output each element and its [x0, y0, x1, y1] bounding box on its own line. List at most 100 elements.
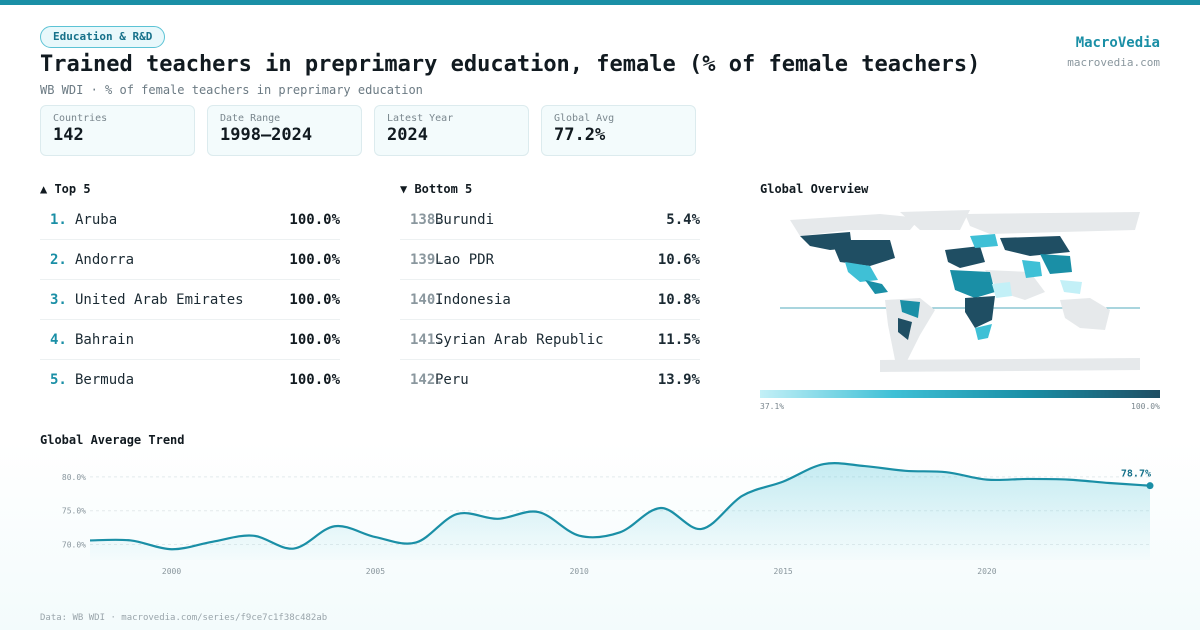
trend-end-label: 78.7%: [1121, 469, 1151, 480]
list-item[interactable]: 142. Peru 13.9%: [400, 360, 700, 400]
list-item[interactable]: 138. Burundi 5.4%: [400, 200, 700, 240]
country-value: 10.8%: [657, 291, 700, 308]
country-value: 10.6%: [657, 251, 700, 268]
country-shape: [1022, 260, 1042, 278]
country-value: 5.4%: [666, 211, 700, 228]
country-name: Bahrain: [75, 331, 135, 348]
stat-cards: Countries 142 Date Range 1998–2024 Lates…: [40, 105, 696, 156]
category-tag[interactable]: Education & R&D: [40, 26, 166, 48]
rank: 5.: [50, 372, 67, 388]
rank: 140.: [410, 291, 444, 308]
legend-max-label: 100.0%: [1131, 402, 1160, 411]
choropleth-countries: [800, 232, 1082, 340]
x-axis-ticks: 2000 2005 2010 2015 2020: [162, 567, 997, 576]
rank: 1.: [50, 211, 67, 228]
south-america-landmass: [885, 298, 935, 365]
trend-area: [90, 463, 1150, 560]
trend-chart[interactable]: 70.0% 75.0% 80.0% 2000 2005 2010 2015 2020 78.…: [40, 450, 1160, 590]
y-tick-label: 70.0%: [62, 540, 86, 549]
stat-value: 1998–2024: [220, 125, 313, 145]
greenland-landmass: [900, 210, 970, 230]
x-tick-label: 2010: [570, 567, 589, 576]
x-tick-label: 2000: [162, 567, 181, 576]
stat-label: Global Avg: [554, 113, 615, 124]
country-name: United Arab Emirates: [75, 291, 244, 308]
country-value: 100.0%: [289, 372, 340, 388]
list-item[interactable]: 1. Aruba 100.0%: [40, 200, 340, 240]
stat-label: Date Range: [220, 113, 281, 124]
rank: 142.: [410, 372, 444, 388]
x-tick-label: 2005: [366, 567, 385, 576]
brand-url[interactable]: macrovedia.com: [1067, 56, 1160, 69]
country-value: 100.0%: [289, 331, 340, 348]
map-title: Global Overview: [760, 182, 869, 196]
x-tick-label: 2020: [977, 567, 996, 576]
y-axis-ticks: 70.0% 75.0% 80.0%: [62, 473, 86, 550]
y-tick-label: 75.0%: [62, 507, 86, 516]
country-shape: [975, 324, 992, 340]
map-color-legend: [760, 390, 1160, 398]
legend-min-label: 37.1%: [760, 402, 785, 411]
country-name: Burundi: [435, 211, 495, 228]
stat-value: 142: [53, 125, 84, 145]
country-shape: [1060, 280, 1082, 294]
country-name: Andorra: [75, 251, 135, 268]
top-accent-bar: [0, 0, 1200, 5]
country-shape: [835, 240, 895, 266]
rank: 138.: [410, 211, 444, 228]
country-shape: [898, 318, 912, 340]
country-value: 13.9%: [657, 372, 700, 388]
list-item[interactable]: 2. Andorra 100.0%: [40, 240, 340, 280]
rank: 4.: [50, 331, 67, 348]
stat-card-global-avg: Global Avg 77.2%: [541, 105, 696, 156]
trend-title: Global Average Trend: [40, 433, 185, 447]
stat-card-date-range: Date Range 1998–2024: [207, 105, 362, 156]
north-eurasia-landmass: [965, 212, 1140, 234]
list-item[interactable]: 5. Bermuda 100.0%: [40, 360, 340, 400]
list-item[interactable]: 139. Lao PDR 10.6%: [400, 240, 700, 280]
list-item[interactable]: 141. Syrian Arab Republic 11.5%: [400, 320, 700, 360]
country-shape: [945, 246, 985, 268]
trend-end-point[interactable]: [1146, 482, 1154, 490]
top5-list: 1. Aruba 100.0% 2. Andorra 100.0% 3. United A…: [40, 200, 340, 400]
country-shape: [1000, 236, 1070, 256]
country-shape: [970, 234, 998, 248]
world-map[interactable]: [760, 200, 1160, 385]
country-shape: [1040, 254, 1072, 274]
x-tick-label: 2015: [773, 567, 792, 576]
country-name: Lao PDR: [435, 251, 495, 268]
rank: 2.: [50, 251, 67, 268]
page-title: Trained teachers in preprimary education…: [40, 52, 981, 77]
brand-logo[interactable]: MacroVedia: [1075, 35, 1160, 51]
list-item[interactable]: 4. Bahrain 100.0%: [40, 320, 340, 360]
country-name: Peru: [435, 372, 469, 388]
bottom5-list: 138. Burundi 5.4% 139. Lao PDR 10.6% 140. Ind…: [400, 200, 700, 400]
list-item[interactable]: 140. Indonesia 10.8%: [400, 280, 700, 320]
stat-value: 77.2%: [554, 125, 606, 145]
stat-value: 2024: [387, 125, 428, 145]
page-subtitle: WB WDI · % of female teachers in preprim…: [40, 83, 423, 97]
country-shape: [865, 280, 888, 294]
australia-landmass: [1060, 298, 1110, 330]
stat-card-latest-year: Latest Year 2024: [374, 105, 529, 156]
world-map-svg: [780, 210, 1140, 372]
rank: 3.: [50, 291, 67, 308]
country-value: 11.5%: [657, 331, 700, 348]
country-shape: [845, 262, 878, 282]
bottom5-title: ▼ Bottom 5: [400, 182, 473, 196]
list-item[interactable]: 3. United Arab Emirates 100.0%: [40, 280, 340, 320]
stat-card-countries: Countries 142: [40, 105, 195, 156]
country-name: Bermuda: [75, 372, 135, 388]
rank: 139.: [410, 251, 444, 268]
country-shape: [965, 296, 995, 328]
country-shape: [992, 282, 1012, 298]
y-tick-label: 80.0%: [62, 473, 86, 482]
country-shape: [900, 300, 920, 318]
country-name: Syrian Arab Republic: [435, 331, 604, 348]
footer-source: Data: WB WDI · macrovedia.com/series/f9c…: [40, 613, 328, 623]
antarctica-landmass: [880, 358, 1140, 372]
top5-title: ▲ Top 5: [40, 182, 91, 196]
country-value: 100.0%: [289, 251, 340, 268]
stat-label: Latest Year: [387, 113, 454, 124]
country-value: 100.0%: [289, 291, 340, 308]
